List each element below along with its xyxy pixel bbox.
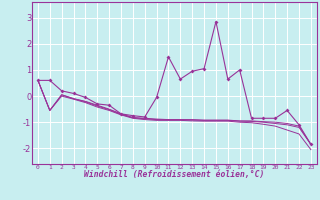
X-axis label: Windchill (Refroidissement éolien,°C): Windchill (Refroidissement éolien,°C) (84, 170, 265, 179)
